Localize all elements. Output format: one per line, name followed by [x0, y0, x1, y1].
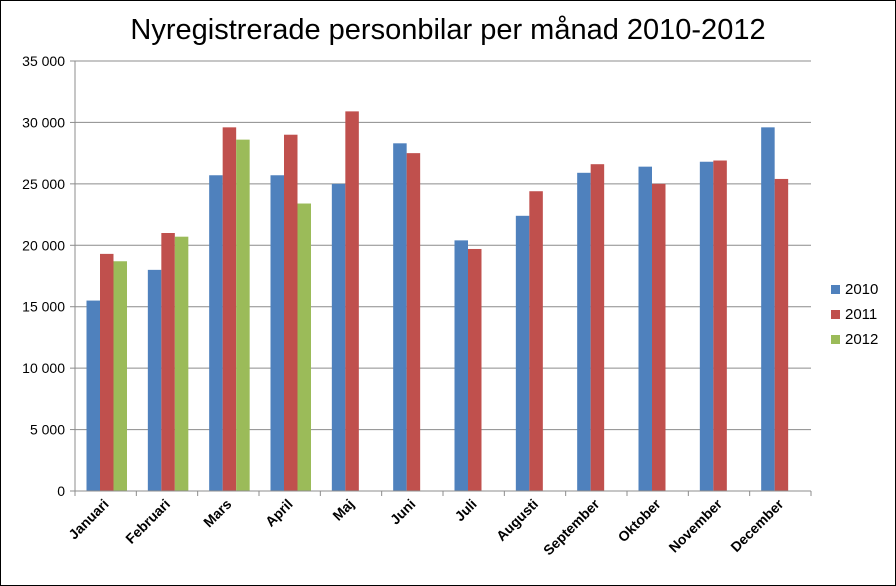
bar-2010-mars — [209, 175, 223, 491]
bar-2010-november — [699, 161, 714, 491]
x-tick-label: Maj — [329, 496, 357, 524]
y-tick-label: 35 000 — [22, 53, 65, 69]
bar-2011-maj — [345, 111, 359, 491]
legend: 2010 2011 2012 — [831, 281, 878, 348]
bar-2011-oktober — [652, 183, 666, 491]
y-tick-label: 20 000 — [22, 237, 65, 253]
bar-2011-september — [590, 164, 605, 491]
legend-label: 2012 — [845, 331, 878, 348]
bar-2011-november — [713, 160, 727, 491]
bar-2012-mars — [236, 139, 250, 491]
legend-swatch — [831, 310, 840, 319]
bar-2010-juni — [393, 143, 407, 492]
y-tick-label: 0 — [57, 483, 65, 499]
bar-2010-augusti — [515, 215, 530, 492]
bar-2011-juni — [406, 153, 421, 491]
bar-2012-april — [297, 203, 311, 491]
bar-2011-februari — [161, 233, 175, 491]
bar-2010-december — [761, 127, 775, 491]
y-tick-label: 5 000 — [30, 422, 65, 438]
bar-2011-januari — [100, 253, 114, 491]
legend-swatch — [831, 335, 840, 344]
x-tick-label: Juli — [451, 496, 479, 524]
x-tick-label: Februari — [122, 496, 173, 547]
legend-label: 2010 — [845, 281, 878, 298]
y-tick-label: 10 000 — [22, 360, 65, 376]
bar-2011-december — [774, 178, 789, 491]
bar-2011-juli — [468, 248, 482, 491]
y-tick-label: 25 000 — [22, 176, 65, 192]
bar-2010-oktober — [638, 166, 652, 491]
x-tick-label: November — [665, 495, 725, 555]
x-tick-label: April — [262, 496, 296, 530]
bar-2010-september — [577, 172, 591, 492]
y-axis-ticks: 0 5 000 10 000 15 000 20 000 25 000 30 000 35 0… — [22, 53, 75, 499]
bar-2011-april — [284, 134, 298, 491]
x-tick-label: Mars — [200, 496, 235, 531]
x-tick-label: Januari — [65, 496, 112, 543]
legend-swatch — [831, 285, 840, 294]
bar-2012-februari — [174, 236, 189, 491]
gridlines — [75, 60, 811, 431]
bar-2011-augusti — [529, 191, 543, 491]
y-tick-label: 30 000 — [22, 114, 65, 130]
bar-2010-juli — [454, 240, 468, 491]
bar-2010-februari — [147, 269, 162, 491]
x-tick-label: Oktober — [615, 495, 665, 545]
bar-2010-januari — [86, 300, 100, 491]
bar-2010-maj — [331, 183, 346, 491]
x-tick-label: September — [540, 495, 603, 558]
bars — [86, 111, 789, 492]
x-tick-label: Juni — [387, 496, 419, 528]
chart-title: Nyregistrerade personbilar per månad 201… — [130, 14, 765, 46]
bar-2012-januari — [113, 261, 127, 491]
bar-2010-april — [270, 175, 284, 491]
x-tick-label: December — [727, 495, 787, 555]
y-tick-label: 15 000 — [22, 299, 65, 315]
x-axis-ticks: Januari Februari Mars April Maj Juni Juli Augus… — [65, 491, 812, 558]
legend-label: 2011 — [845, 306, 877, 323]
bar-2011-mars — [222, 127, 237, 491]
x-tick-label: Augusti — [493, 496, 541, 544]
